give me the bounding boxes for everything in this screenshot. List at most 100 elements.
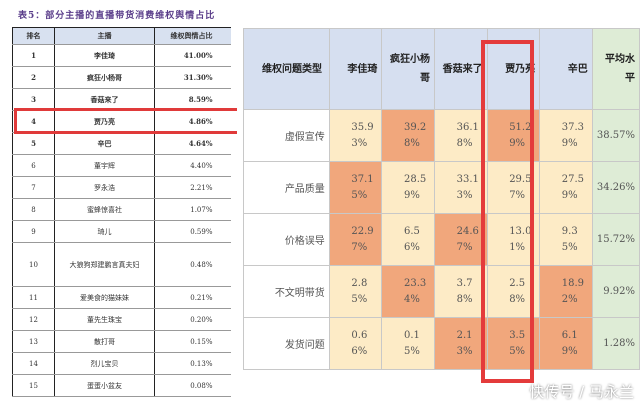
share-cell: 2.21% bbox=[154, 176, 231, 199]
value-cell: 9.35% bbox=[539, 213, 593, 266]
share-cell: 4.40% bbox=[154, 154, 231, 177]
share-cell: 4.64% bbox=[154, 132, 231, 155]
value-text: 28.59% bbox=[404, 173, 427, 201]
issue-type-cell: 价格误导 bbox=[243, 213, 330, 266]
table-row: 8 蜜蜂惊喜社 1.07% bbox=[12, 198, 231, 221]
value-text: 2.85% bbox=[351, 277, 368, 305]
rank-cell: 13 bbox=[12, 330, 55, 353]
value-text: 51.29% bbox=[509, 121, 532, 149]
anchor-name-cell: 李佳琦 bbox=[54, 44, 155, 67]
watermark: 快传号 / 马永兰 bbox=[529, 383, 634, 401]
value-text: 3.55% bbox=[509, 329, 526, 357]
column-header: 维权问题类型 bbox=[243, 28, 330, 110]
highlight-box-jia-column bbox=[481, 40, 534, 383]
table-row: 11 爱美食的猫妹妹 0.21% bbox=[12, 286, 231, 309]
highlight-box-row-4 bbox=[14, 108, 237, 134]
table-row: 发货问题 0.66% 0.15% 2.13% 3.55% 6.19% 1.28% bbox=[243, 317, 640, 370]
average-cell: 34.26% bbox=[591, 161, 640, 214]
value-cell: 35.93% bbox=[328, 109, 383, 162]
value-text: 3.78% bbox=[456, 277, 473, 305]
column-header: 辛巴 bbox=[539, 28, 593, 110]
value-text: 2.13% bbox=[456, 329, 473, 357]
table-header-row: 维权问题类型 李佳琦 疯狂小杨哥 香菇来了 贾乃亮 辛巴 平均水平 bbox=[243, 28, 640, 110]
rank-cell: 6 bbox=[12, 154, 55, 177]
rank-cell: 5 bbox=[12, 132, 55, 155]
rank-cell: 14 bbox=[12, 352, 55, 375]
value-cell: 18.92% bbox=[539, 265, 593, 318]
share-cell: 0.21% bbox=[154, 286, 231, 309]
table-row: 14 烈儿宝贝 0.13% bbox=[12, 352, 231, 375]
value-text: 9.35% bbox=[561, 225, 578, 253]
value-text: 0.15% bbox=[404, 329, 420, 357]
table-row: 1 李佳琦 41.00% bbox=[12, 44, 231, 67]
value-cell: 39.28% bbox=[381, 109, 435, 162]
value-text: 13.01% bbox=[509, 225, 532, 253]
column-header: 李佳琦 bbox=[328, 28, 383, 110]
value-cell: 0.15% bbox=[381, 317, 435, 370]
share-cell: 0.15% bbox=[154, 330, 231, 353]
value-cell: 27.59% bbox=[539, 161, 593, 214]
value-text: 36.18% bbox=[456, 121, 479, 149]
table-row: 7 罗永浩 2.21% bbox=[12, 176, 231, 199]
value-text: 6.19% bbox=[561, 329, 578, 357]
rank-cell: 12 bbox=[12, 308, 55, 331]
table-row: 价格误导 22.97% 6.56% 24.67% 13.01% 9.35% 15.72% bbox=[243, 213, 640, 266]
value-cell: 28.59% bbox=[381, 161, 435, 214]
rank-cell: 1 bbox=[12, 44, 55, 67]
issue-type-cell: 不文明带货 bbox=[243, 265, 330, 318]
average-cell: 15.72% bbox=[591, 213, 640, 266]
anchor-name-cell: 辛巴 bbox=[54, 132, 155, 155]
rank-cell: 15 bbox=[12, 374, 55, 397]
issue-type-cell: 产品质量 bbox=[243, 161, 330, 214]
value-text: 29.57% bbox=[509, 173, 532, 201]
value-cell: 33.13% bbox=[434, 161, 488, 214]
value-cell: 22.97% bbox=[328, 213, 383, 266]
share-cell: 0.13% bbox=[154, 352, 231, 375]
value-cell: 37.39% bbox=[539, 109, 593, 162]
average-cell: 9.92% bbox=[591, 265, 640, 318]
rank-cell: 7 bbox=[12, 176, 55, 199]
anchor-name-cell: 蜜蜂惊喜社 bbox=[54, 198, 155, 221]
average-cell: 1.28% bbox=[591, 317, 640, 370]
anchor-name-cell: 疯狂小杨哥 bbox=[54, 66, 155, 89]
complaint-type-table: 维权问题类型 李佳琦 疯狂小杨哥 香菇来了 贾乃亮 辛巴 平均水平 虚假宣传 35.93% 39.… bbox=[243, 28, 640, 370]
column-header: 排名 bbox=[12, 27, 55, 45]
anchor-name-cell: 散打哥 bbox=[54, 330, 155, 353]
value-text: 24.67% bbox=[456, 225, 479, 253]
table-row: 15 蛋蛋小盆友 0.08% bbox=[12, 374, 231, 397]
anchor-name-cell: 烈儿宝贝 bbox=[54, 352, 155, 375]
table-row: 2 疯狂小杨哥 31.30% bbox=[12, 66, 231, 89]
value-cell: 24.67% bbox=[434, 213, 488, 266]
table-header-row: 排名 主播 维权舆情占比 bbox=[12, 27, 231, 45]
rank-cell: 10 bbox=[12, 242, 55, 287]
rank-cell: 11 bbox=[12, 286, 55, 309]
rank-cell: 9 bbox=[12, 220, 55, 243]
value-cell: 6.56% bbox=[381, 213, 435, 266]
table-row: 虚假宣传 35.93% 39.28% 36.18% 51.29% 37.39% 38.57% bbox=[243, 109, 640, 162]
average-cell: 38.57% bbox=[591, 109, 640, 162]
value-cell: 2.85% bbox=[328, 265, 383, 318]
anchor-name-cell: 大狼狗郑建鹏言真夫妇 bbox=[54, 242, 155, 287]
rank-cell: 2 bbox=[12, 66, 55, 89]
share-cell: 1.07% bbox=[154, 198, 231, 221]
anchor-name-cell: 董宇辉 bbox=[54, 154, 155, 177]
table-row: 12 董先生珠宝 0.20% bbox=[12, 308, 231, 331]
value-text: 33.13% bbox=[456, 173, 479, 201]
table-row: 9 琦儿 0.59% bbox=[12, 220, 231, 243]
share-cell: 0.08% bbox=[154, 374, 231, 397]
value-cell: 2.13% bbox=[434, 317, 488, 370]
table-title: 表5：部分主播的直播带货消费维权舆情占比 bbox=[18, 11, 216, 21]
column-header: 香菇来了 bbox=[434, 28, 488, 110]
value-cell: 6.19% bbox=[539, 317, 593, 370]
share-cell: 0.59% bbox=[154, 220, 231, 243]
value-text: 0.66% bbox=[351, 329, 368, 357]
value-text: 18.92% bbox=[561, 277, 585, 305]
column-header: 维权舆情占比 bbox=[154, 27, 231, 45]
column-header: 疯狂小杨哥 bbox=[381, 28, 435, 110]
table-row: 3 香菇来了 8.59% bbox=[12, 88, 231, 111]
value-text: 27.59% bbox=[561, 173, 585, 201]
value-text: 39.28% bbox=[404, 121, 427, 149]
value-text: 35.93% bbox=[351, 121, 374, 149]
share-cell: 0.48% bbox=[154, 242, 231, 287]
value-cell: 37.15% bbox=[328, 161, 383, 214]
